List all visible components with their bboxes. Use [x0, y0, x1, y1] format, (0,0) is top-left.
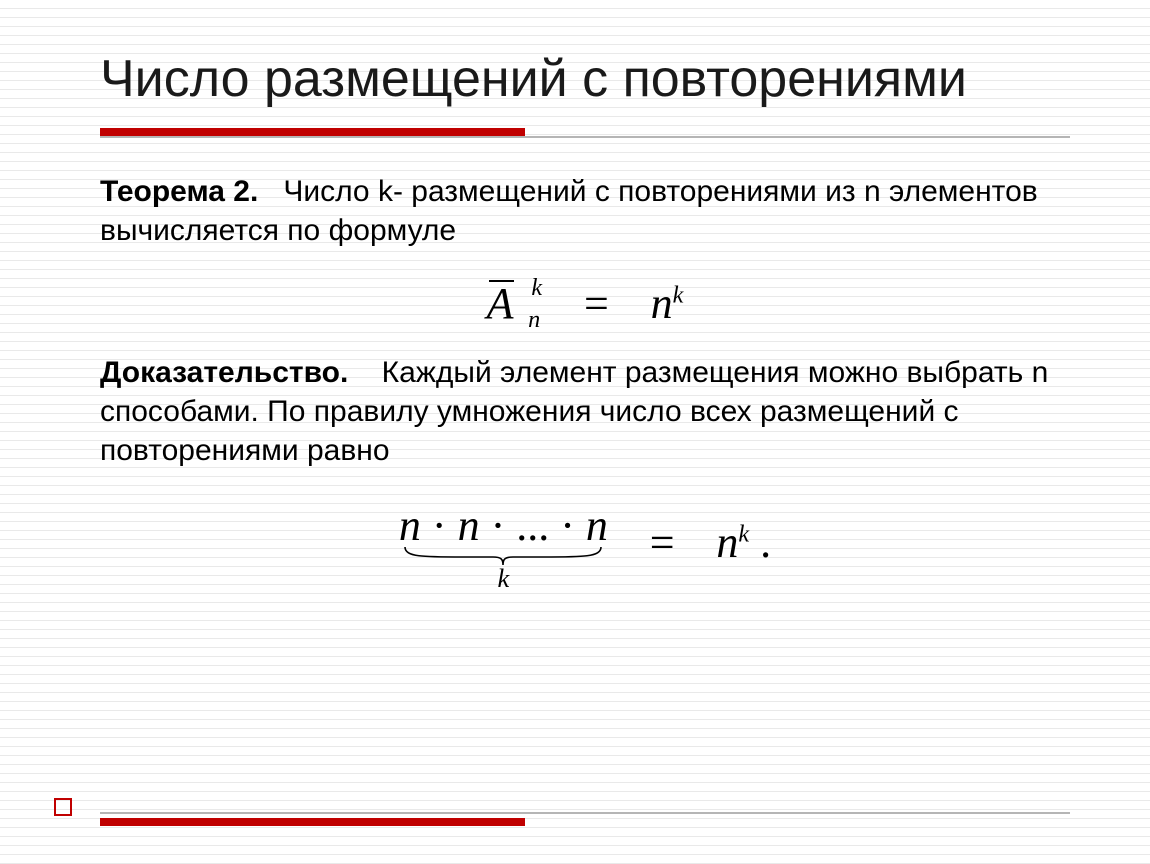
formula1-eq: = — [584, 279, 609, 328]
formula1-A: A — [487, 279, 514, 328]
f2-n2: n — [458, 501, 480, 550]
formula1-sub: n — [528, 306, 540, 334]
theorem-label: Теорема 2. — [100, 175, 258, 208]
f2-dots: ... — [516, 501, 549, 550]
f2-underlabel: k — [399, 563, 608, 594]
formula1-sup: k — [531, 274, 542, 302]
title-underline — [100, 128, 1070, 130]
formula-2: n · n · ... · n k = nk . — [100, 500, 1070, 594]
formula-1: A k n = nk — [100, 278, 1070, 329]
f2-dot3: · — [560, 501, 575, 550]
f2-eq: = — [650, 518, 675, 567]
theorem-block: Теорема 2. Число k- размещений с повторе… — [100, 172, 1070, 250]
f2-dot2: · — [491, 501, 506, 550]
proof-label: Доказательство. — [100, 356, 348, 389]
f2-period: . — [760, 518, 771, 567]
f2-n1: n — [399, 501, 421, 550]
f2-n3: n — [586, 501, 608, 550]
proof-block: Доказательство. Каждый элемент размещени… — [100, 353, 1070, 470]
slide-title: Число размещений с повторениями — [100, 50, 1070, 110]
formula1-rhs-base: n — [651, 279, 673, 328]
f2-dot1: · — [432, 501, 447, 550]
f2-rhs-sup: k — [738, 520, 749, 547]
footer-square-icon — [54, 798, 72, 816]
formula1-rhs-sup: k — [673, 281, 684, 308]
f2-rhs-base: n — [716, 518, 738, 567]
